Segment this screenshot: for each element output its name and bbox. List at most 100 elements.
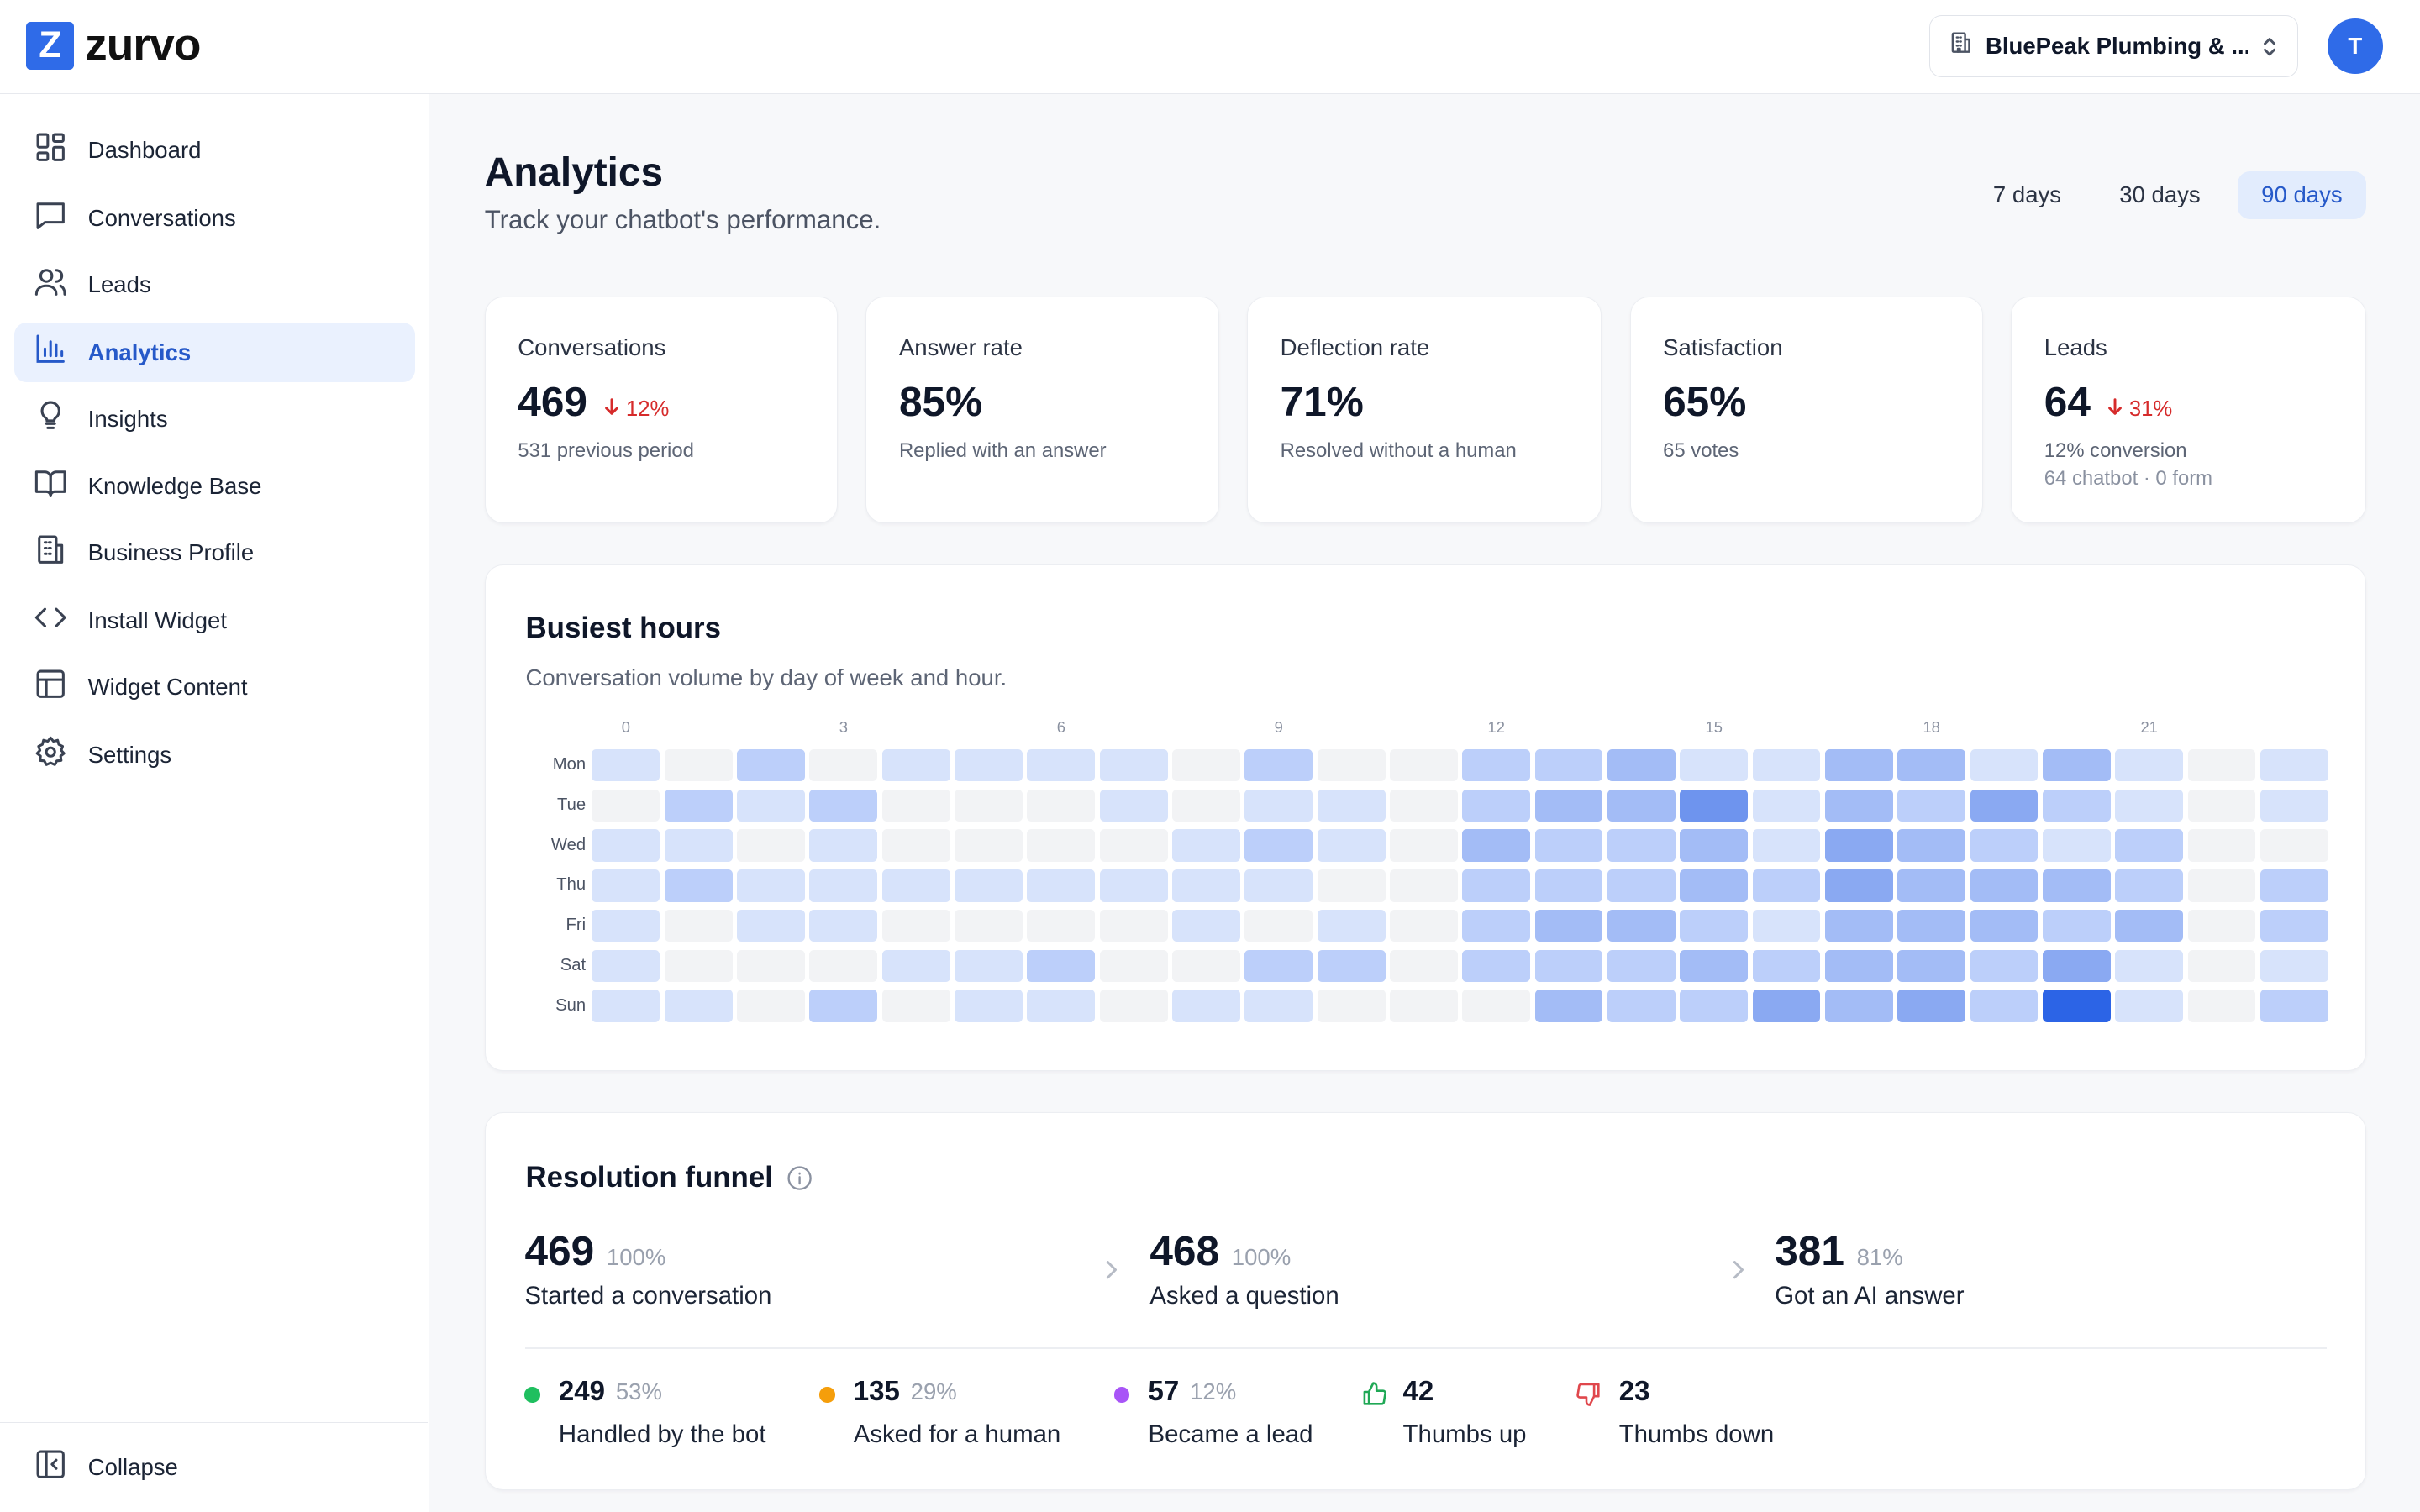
heatmap-cell[interactable] (2042, 869, 2111, 902)
sidebar-item-leads[interactable]: Leads (14, 255, 416, 315)
heatmap-cell[interactable] (1970, 829, 2039, 862)
heatmap-cell[interactable] (1317, 909, 1386, 942)
heatmap-cell[interactable] (1607, 829, 1676, 862)
heatmap-cell[interactable] (881, 829, 950, 862)
heatmap-cell[interactable] (2260, 990, 2328, 1022)
heatmap-cell[interactable] (664, 949, 733, 983)
heatmap-cell[interactable] (1027, 829, 1096, 862)
heatmap-cell[interactable] (2115, 869, 2184, 902)
heatmap-cell[interactable] (1824, 829, 1893, 862)
sidebar-item-business-profile[interactable]: Business Profile (14, 523, 416, 584)
heatmap-cell[interactable] (1172, 949, 1240, 983)
heatmap-cell[interactable] (1534, 909, 1603, 942)
heatmap-cell[interactable] (664, 748, 733, 782)
heatmap-cell[interactable] (1244, 748, 1313, 782)
heatmap-cell[interactable] (1027, 789, 1096, 822)
heatmap-cell[interactable] (1680, 789, 1749, 822)
heatmap-cell[interactable] (1390, 789, 1458, 822)
heatmap-cell[interactable] (737, 748, 805, 782)
heatmap-cell[interactable] (1317, 990, 1386, 1022)
heatmap-cell[interactable] (1462, 829, 1531, 862)
heatmap-cell[interactable] (1752, 909, 1821, 942)
heatmap-cell[interactable] (592, 869, 660, 902)
heatmap-cell[interactable] (809, 789, 878, 822)
heatmap-cell[interactable] (1970, 990, 2039, 1022)
heatmap-cell[interactable] (2115, 949, 2184, 983)
heatmap-cell[interactable] (1752, 789, 1821, 822)
heatmap-cell[interactable] (1317, 869, 1386, 902)
heatmap-cell[interactable] (1099, 949, 1168, 983)
heatmap-cell[interactable] (1027, 909, 1096, 942)
heatmap-cell[interactable] (1390, 829, 1458, 862)
heatmap-cell[interactable] (737, 909, 805, 942)
heatmap-cell[interactable] (664, 909, 733, 942)
heatmap-cell[interactable] (2115, 909, 2184, 942)
heatmap-cell[interactable] (1897, 748, 1966, 782)
heatmap-cell[interactable] (881, 748, 950, 782)
sidebar-item-dashboard[interactable]: Dashboard (14, 120, 416, 181)
heatmap-cell[interactable] (955, 789, 1023, 822)
heatmap-cell[interactable] (1244, 829, 1313, 862)
heatmap-cell[interactable] (1317, 789, 1386, 822)
heatmap-cell[interactable] (1970, 789, 2039, 822)
heatmap-cell[interactable] (1970, 909, 2039, 942)
range-90-days[interactable]: 90 days (2238, 171, 2366, 219)
heatmap-cell[interactable] (809, 909, 878, 942)
heatmap-cell[interactable] (1172, 990, 1240, 1022)
heatmap-cell[interactable] (664, 869, 733, 902)
heatmap-cell[interactable] (1534, 829, 1603, 862)
heatmap-cell[interactable] (2115, 990, 2184, 1022)
logo[interactable]: Z zurvo (26, 21, 201, 70)
heatmap-cell[interactable] (1607, 949, 1676, 983)
heatmap-cell[interactable] (1099, 869, 1168, 902)
heatmap-cell[interactable] (1244, 990, 1313, 1022)
heatmap-cell[interactable] (881, 869, 950, 902)
heatmap-cell[interactable] (809, 748, 878, 782)
heatmap-cell[interactable] (1607, 789, 1676, 822)
heatmap-cell[interactable] (1099, 990, 1168, 1022)
heatmap-cell[interactable] (1752, 990, 1821, 1022)
range-30-days[interactable]: 30 days (2119, 181, 2201, 207)
heatmap-cell[interactable] (1824, 990, 1893, 1022)
heatmap-cell[interactable] (2042, 990, 2111, 1022)
info-icon[interactable] (786, 1165, 813, 1191)
heatmap-cell[interactable] (809, 869, 878, 902)
heatmap-cell[interactable] (2260, 949, 2328, 983)
heatmap-cell[interactable] (1027, 990, 1096, 1022)
heatmap-cell[interactable] (2187, 909, 2256, 942)
heatmap-cell[interactable] (1752, 748, 1821, 782)
heatmap-cell[interactable] (809, 829, 878, 862)
heatmap-cell[interactable] (1752, 949, 1821, 983)
heatmap-cell[interactable] (881, 990, 950, 1022)
heatmap-cell[interactable] (1099, 829, 1168, 862)
heatmap-cell[interactable] (2115, 829, 2184, 862)
heatmap-cell[interactable] (2115, 789, 2184, 822)
heatmap-cell[interactable] (1027, 949, 1096, 983)
heatmap-cell[interactable] (881, 949, 950, 983)
heatmap-cell[interactable] (1099, 789, 1168, 822)
heatmap-cell[interactable] (1897, 909, 1966, 942)
heatmap-cell[interactable] (1390, 990, 1458, 1022)
heatmap-cell[interactable] (955, 869, 1023, 902)
heatmap-cell[interactable] (1607, 990, 1676, 1022)
heatmap-cell[interactable] (1462, 990, 1531, 1022)
heatmap-cell[interactable] (592, 789, 660, 822)
heatmap-cell[interactable] (809, 990, 878, 1022)
sidebar-item-settings[interactable]: Settings (14, 725, 416, 785)
sidebar-item-knowledge-base[interactable]: Knowledge Base (14, 457, 416, 517)
heatmap-cell[interactable] (955, 748, 1023, 782)
sidebar-item-analytics[interactable]: Analytics (13, 322, 416, 383)
heatmap-cell[interactable] (2042, 909, 2111, 942)
heatmap-cell[interactable] (2260, 748, 2328, 782)
heatmap-cell[interactable] (1752, 829, 1821, 862)
heatmap-cell[interactable] (1027, 748, 1096, 782)
heatmap-cell[interactable] (1534, 789, 1603, 822)
heatmap-cell[interactable] (1534, 869, 1603, 902)
heatmap-cell[interactable] (2042, 829, 2111, 862)
heatmap-cell[interactable] (737, 829, 805, 862)
heatmap-cell[interactable] (1824, 949, 1893, 983)
heatmap-cell[interactable] (592, 909, 660, 942)
heatmap-cell[interactable] (1824, 789, 1893, 822)
heatmap-cell[interactable] (1752, 869, 1821, 902)
heatmap-cell[interactable] (1390, 748, 1458, 782)
